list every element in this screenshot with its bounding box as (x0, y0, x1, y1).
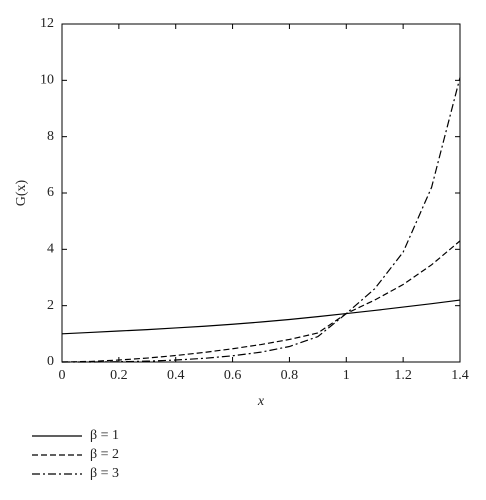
x-tick-label: 0.2 (110, 368, 128, 383)
x-tick-label: 1 (343, 368, 350, 383)
x-tick-label: 0.6 (224, 368, 242, 383)
y-tick-label: 0 (47, 354, 54, 369)
legend-label: β = 3 (90, 466, 119, 481)
x-tick-label: 1.4 (451, 368, 469, 383)
x-axis-label: x (257, 394, 265, 409)
series-line (61, 240, 461, 363)
series-line (62, 77, 461, 363)
series-line (61, 299, 461, 335)
x-tick-label: 0.4 (167, 368, 185, 383)
y-axis-label: G(x) (14, 179, 29, 206)
legend-label: β = 2 (90, 447, 119, 462)
x-tick-label: 0 (59, 368, 66, 383)
x-tick-label: 0.8 (281, 368, 299, 383)
y-tick-label: 4 (47, 242, 54, 257)
y-tick-label: 12 (40, 16, 54, 31)
y-tick-label: 10 (40, 73, 54, 88)
plot-frame (61, 23, 461, 363)
y-tick-label: 8 (47, 129, 54, 144)
y-tick-label: 2 (47, 298, 54, 313)
y-tick-label: 6 (47, 185, 54, 200)
x-tick-label: 1.2 (394, 368, 412, 383)
legend-label: β = 1 (90, 428, 119, 443)
